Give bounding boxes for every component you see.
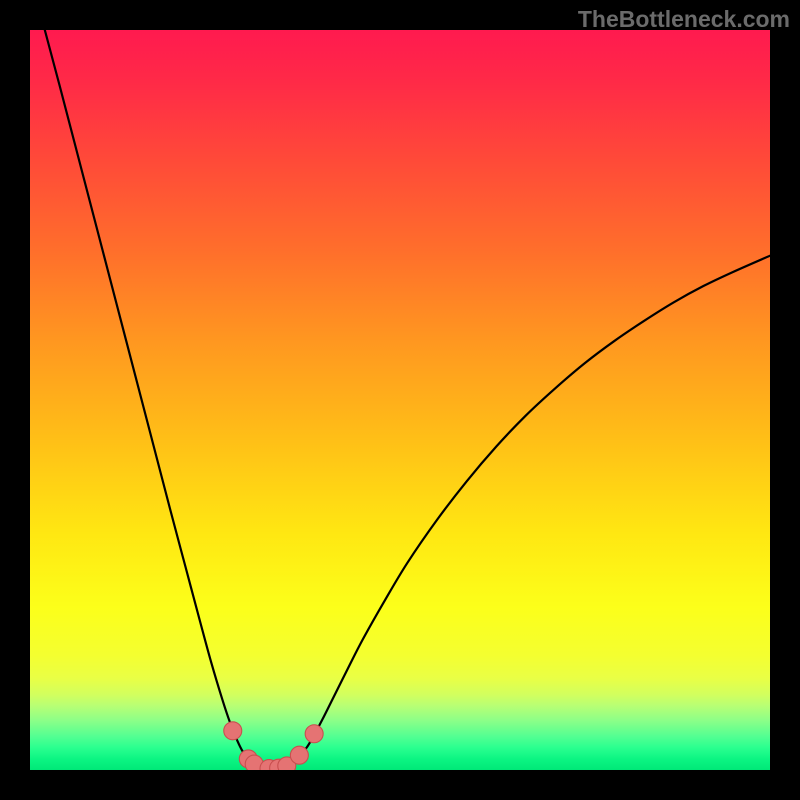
- data-marker: [290, 746, 308, 764]
- watermark-text: TheBottleneck.com: [578, 6, 790, 33]
- plot-svg: [30, 30, 770, 770]
- chart-container: TheBottleneck.com: [0, 0, 800, 800]
- plot-area: [30, 30, 770, 770]
- data-marker: [305, 725, 323, 743]
- data-marker: [224, 722, 242, 740]
